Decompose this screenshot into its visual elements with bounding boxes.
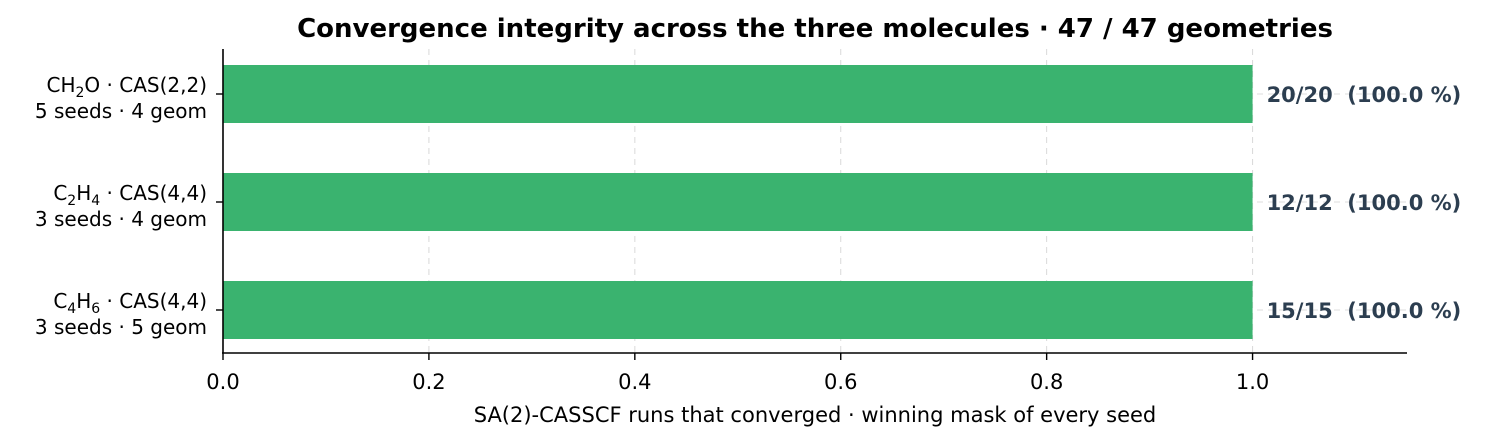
- data-label: 20/20 (100.0 %): [1267, 83, 1462, 107]
- x-ticks: 0.0 0.2 0.4 0.6 0.8 1.0: [206, 93, 1269, 394]
- category-label-line2: 5 seeds · 4 geom: [35, 99, 207, 123]
- x-tick-label: 1.0: [1236, 370, 1269, 394]
- chart-title: Convergence integrity across the three m…: [297, 14, 1333, 44]
- bar: [223, 65, 1253, 123]
- category-label-line1: C4H6 · CAS(4,4): [53, 289, 207, 317]
- x-tick-label: 0.6: [824, 370, 857, 394]
- data-labels: 20/20 (100.0 %) 12/12 (100.0 %) 15/15 (100…: [1267, 83, 1462, 323]
- category-label-line1: C2H4 · CAS(4,4): [53, 181, 207, 209]
- bar: [223, 173, 1253, 231]
- data-label: 15/15 (100.0 %): [1267, 299, 1462, 323]
- bars: [223, 65, 1253, 339]
- x-axis-label: SA(2)-CASSCF runs that converged · winni…: [474, 403, 1157, 427]
- category-label-line2: 3 seeds · 5 geom: [35, 315, 207, 339]
- bar: [223, 281, 1253, 339]
- x-tick-label: 0.8: [1030, 370, 1063, 394]
- category-labels: CH2O · CAS(2,2)5 seeds · 4 geom C2H4 · CA…: [35, 73, 207, 339]
- x-tick-label: 0.0: [206, 370, 239, 394]
- category-label-line2: 3 seeds · 4 geom: [35, 207, 207, 231]
- data-label: 12/12 (100.0 %): [1267, 191, 1462, 215]
- x-tick-label: 0.4: [618, 370, 651, 394]
- category-label-line1: CH2O · CAS(2,2): [46, 73, 207, 101]
- x-tick-label: 0.2: [412, 370, 445, 394]
